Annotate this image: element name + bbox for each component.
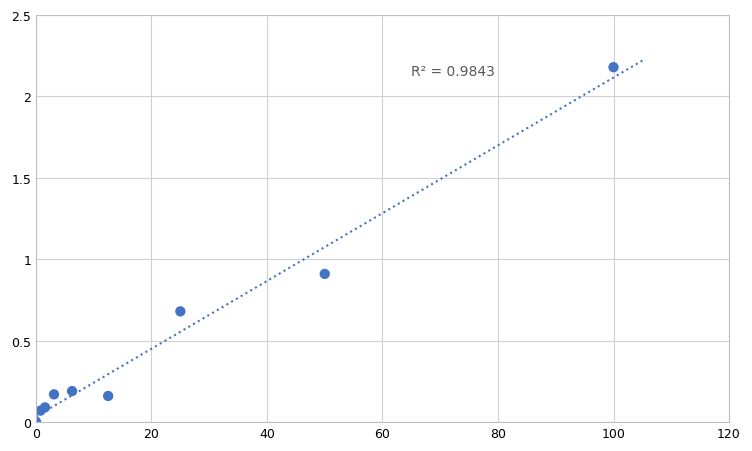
Point (608, 64, 620, 72)
Point (48, 391, 60, 398)
Point (174, 308, 186, 315)
Point (66, 387, 78, 395)
Point (35, 407, 47, 414)
Point (30, 418, 42, 425)
Point (102, 392, 114, 400)
Text: R² = 0.9843: R² = 0.9843 (411, 65, 496, 79)
Point (319, 271, 331, 278)
Point (39, 404, 51, 411)
